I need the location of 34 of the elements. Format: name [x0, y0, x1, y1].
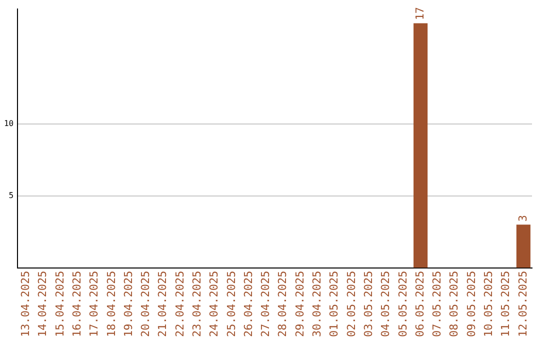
- y-tick-label: 10: [4, 118, 14, 128]
- x-tick-label: 02.05.2025: [344, 270, 358, 338]
- x-tick-label: 13.04.2025: [19, 270, 32, 338]
- x-tick-label: 18.04.2025: [104, 270, 118, 338]
- x-tick-label: 16.04.2025: [70, 270, 84, 338]
- x-tick-label: 12.05.2025: [516, 270, 530, 338]
- x-tick-label: 22.04.2025: [173, 270, 186, 338]
- x-tick-label: 23.04.2025: [190, 270, 204, 338]
- x-tick-label: 11.05.2025: [499, 270, 512, 338]
- x-tick-label: 03.05.2025: [362, 270, 375, 338]
- x-tick-label: 07.05.2025: [430, 270, 444, 338]
- x-tick-label: 01.05.2025: [328, 270, 341, 338]
- x-tick-label: 27.04.2025: [259, 270, 272, 338]
- x-tick-label: 24.04.2025: [208, 270, 221, 338]
- x-tick-label: 10.05.2025: [482, 270, 495, 338]
- x-tick-label: 15.04.2025: [53, 270, 66, 338]
- x-tick-label: 06.05.2025: [413, 270, 426, 338]
- data-label: 17: [413, 6, 426, 20]
- x-tick-label: 28.04.2025: [276, 270, 290, 338]
- x-tick-label: 05.05.2025: [396, 270, 410, 338]
- x-tick-label: 30.04.2025: [310, 270, 324, 338]
- y-tick-label: 5: [8, 190, 14, 200]
- x-tick-label: 25.04.2025: [224, 270, 238, 338]
- x-tick-label: 29.04.2025: [293, 270, 306, 338]
- x-tick-label: 09.05.2025: [464, 270, 478, 338]
- x-tick-label: 14.04.2025: [36, 270, 50, 338]
- x-tick-label: 19.04.2025: [122, 270, 135, 338]
- x-tick-label: 20.04.2025: [139, 270, 152, 338]
- data-label: 3: [516, 214, 530, 222]
- x-tick-label: 21.04.2025: [156, 270, 170, 338]
- x-tick-label: 04.05.2025: [379, 270, 392, 338]
- x-tick-label: 26.04.2025: [242, 270, 255, 338]
- x-tick-label: 08.05.2025: [448, 270, 461, 338]
- x-tick-label: 17.04.2025: [88, 270, 101, 338]
